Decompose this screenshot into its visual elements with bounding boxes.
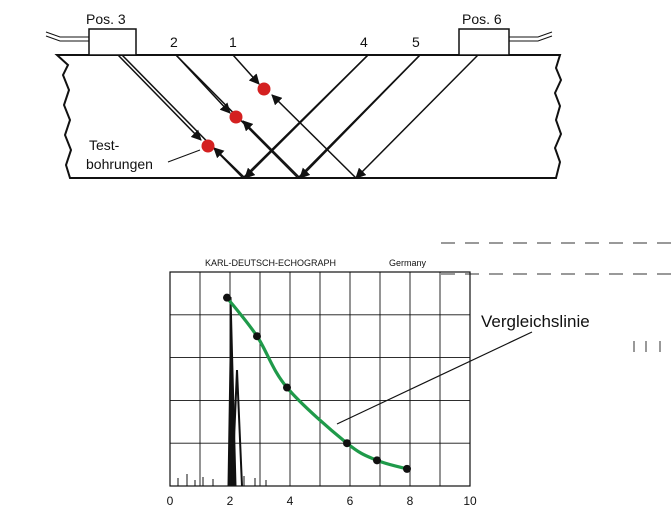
annotation-bohrungen: bohrungen xyxy=(86,156,153,172)
curve-point xyxy=(253,332,261,341)
x-tick-label: 8 xyxy=(407,494,414,508)
x-axis-ticks: 0 2 4 6 8 10 xyxy=(167,494,477,508)
baseline-ticks xyxy=(177,474,267,486)
x-tick-label: 4 xyxy=(287,494,294,508)
test-hole-2 xyxy=(229,110,243,124)
x-tick-label: 10 xyxy=(463,494,477,508)
x-tick-label: 6 xyxy=(347,494,354,508)
screen-header-country: Germany xyxy=(389,258,427,268)
initial-pulse xyxy=(227,296,237,487)
probe-pos3-label: Pos. 3 xyxy=(86,11,126,27)
test-hole-1 xyxy=(257,82,271,96)
test-block-outline xyxy=(54,54,563,179)
beam-label-2: 2 xyxy=(170,34,178,50)
screen-grid xyxy=(170,272,470,486)
x-tick-label: 0 xyxy=(167,494,174,508)
curve-point xyxy=(373,456,381,465)
curve-points xyxy=(223,293,411,473)
curve-point xyxy=(223,293,231,302)
beam-5-up xyxy=(213,147,246,179)
probe-pos6-label: Pos. 6 xyxy=(462,11,502,27)
x-tick-label: 2 xyxy=(227,494,234,508)
curve-point xyxy=(343,439,351,448)
beam-5-arrive xyxy=(299,54,421,179)
probe-pos6-cable xyxy=(509,31,553,42)
beam-pos3-to-hole1 xyxy=(232,54,260,85)
callout-vergleichslinie: Vergleichslinie xyxy=(481,312,590,331)
screen-header-brand: KARL-DEUTSCH-ECHOGRAPH xyxy=(205,258,336,268)
probe-pos6 xyxy=(458,28,510,56)
beam-4-up xyxy=(242,120,301,179)
test-hole-3 xyxy=(201,139,215,153)
curve-point xyxy=(283,383,291,392)
beam-label-4: 4 xyxy=(360,34,368,50)
beam-pos3-direct xyxy=(117,54,202,141)
echograph-screen: KARL-DEUTSCH-ECHOGRAPH Germany Vergleich… xyxy=(167,242,671,508)
beam-label-1: 1 xyxy=(229,34,237,50)
probe-pos3-cable xyxy=(45,31,89,42)
probe-pos3 xyxy=(88,28,137,56)
curve-point xyxy=(403,464,411,473)
beam-label-5: 5 xyxy=(412,34,420,50)
callout-leader xyxy=(336,331,533,425)
beam-4-arrive xyxy=(244,54,369,179)
beam-pos6-direct xyxy=(355,54,479,179)
pulse-echo xyxy=(231,369,243,487)
test-block-diagram: Pos. 3 Pos. 6 2 1 4 5 Test- bohrungen xyxy=(45,11,563,179)
annotation-test: Test- xyxy=(89,137,120,153)
annotation-leader xyxy=(167,149,201,163)
beam-pos6-reflect-up xyxy=(271,94,357,179)
